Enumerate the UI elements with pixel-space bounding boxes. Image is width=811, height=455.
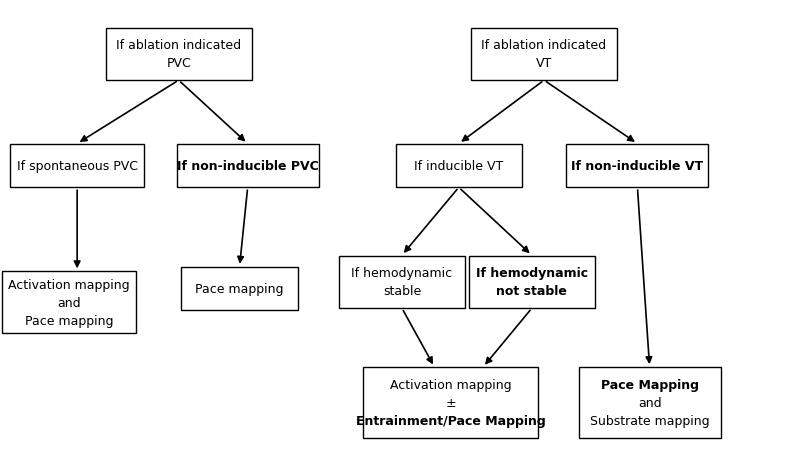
Text: not stable: not stable	[496, 285, 567, 298]
FancyBboxPatch shape	[2, 272, 136, 333]
FancyBboxPatch shape	[577, 368, 720, 438]
Text: PVC: PVC	[166, 57, 191, 70]
FancyBboxPatch shape	[470, 28, 616, 81]
FancyBboxPatch shape	[363, 368, 538, 438]
FancyBboxPatch shape	[339, 256, 464, 308]
FancyBboxPatch shape	[177, 145, 318, 187]
Text: If ablation indicated: If ablation indicated	[481, 39, 606, 52]
Text: If hemodynamic: If hemodynamic	[475, 267, 587, 279]
FancyBboxPatch shape	[10, 145, 144, 187]
Text: Activation mapping: Activation mapping	[8, 278, 130, 291]
Text: stable: stable	[382, 285, 421, 298]
FancyBboxPatch shape	[105, 28, 251, 81]
Text: ±: ±	[444, 396, 456, 409]
Text: and: and	[637, 396, 661, 409]
Text: If spontaneous PVC: If spontaneous PVC	[16, 160, 138, 172]
Text: VT: VT	[535, 57, 551, 70]
Text: If inducible VT: If inducible VT	[414, 160, 503, 172]
Text: If non-inducible VT: If non-inducible VT	[571, 160, 702, 172]
Text: Pace Mapping: Pace Mapping	[600, 378, 697, 391]
Text: If ablation indicated: If ablation indicated	[116, 39, 241, 52]
FancyBboxPatch shape	[566, 145, 707, 187]
Text: If non-inducible PVC: If non-inducible PVC	[177, 160, 318, 172]
Text: Pace mapping: Pace mapping	[195, 283, 283, 295]
Text: Entrainment/Pace Mapping: Entrainment/Pace Mapping	[355, 414, 545, 427]
Text: Pace mapping: Pace mapping	[25, 314, 113, 327]
Text: Substrate mapping: Substrate mapping	[589, 414, 709, 427]
Text: and: and	[57, 296, 81, 309]
Text: Activation mapping: Activation mapping	[389, 378, 511, 391]
Text: If hemodynamic: If hemodynamic	[351, 267, 452, 279]
FancyBboxPatch shape	[180, 268, 298, 310]
FancyBboxPatch shape	[469, 256, 594, 308]
FancyBboxPatch shape	[396, 145, 521, 187]
